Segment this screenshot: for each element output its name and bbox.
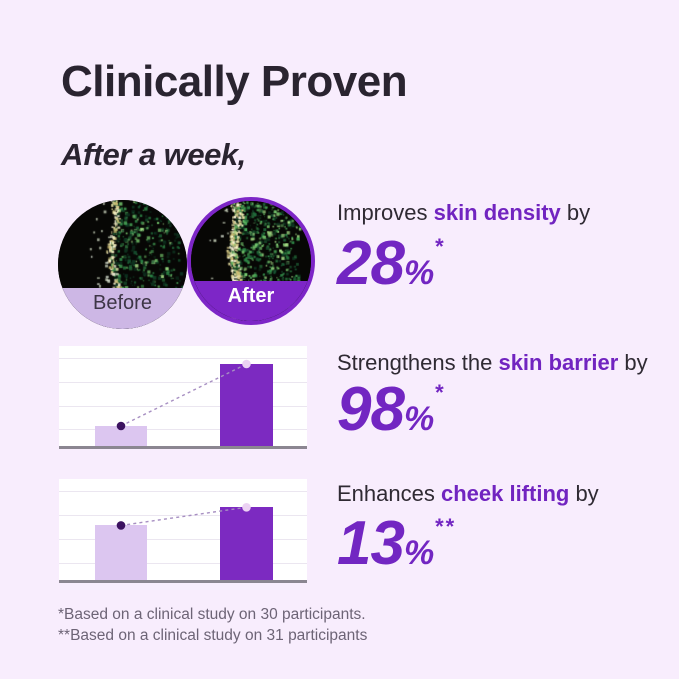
footnote-marker: ** (434, 514, 456, 539)
before-bar (95, 525, 147, 580)
trend-dashed-line (116, 502, 251, 530)
claim-number: 98 (337, 375, 405, 444)
claim-skin-density-value: 28%* (337, 233, 445, 295)
after-dot (242, 502, 251, 512)
chart-plot-area (59, 479, 307, 580)
after-image-circle: After (187, 197, 315, 325)
gridline (59, 358, 307, 360)
gridline (59, 563, 307, 565)
claim-number: 13 (337, 509, 405, 578)
chart-baseline (59, 446, 307, 449)
percent-sign: % (403, 254, 435, 292)
claim-cheek-lifting-value: 13%** (337, 513, 455, 575)
claim-suffix: by (618, 350, 648, 375)
before-image-circle: Before (58, 200, 187, 329)
skin-barrier-bar-chart (59, 346, 307, 449)
trend-dashed-line (116, 359, 251, 431)
claim-prefix: Improves (337, 200, 434, 225)
claim-cheek-lifting-text: Enhances cheek lifting by (337, 481, 599, 507)
footnote-marker: * (434, 234, 445, 259)
after-bar (220, 507, 273, 580)
percent-sign: % (403, 400, 435, 438)
claim-skin-density-text: Improves skin density by (337, 200, 590, 226)
chart-plot-area (59, 346, 307, 446)
claim-skin-barrier-text: Strengthens the skin barrier by (337, 350, 648, 376)
gridline (59, 539, 307, 541)
percent-sign: % (403, 534, 435, 572)
gridline (59, 491, 307, 493)
claim-skin-barrier-value: 98%* (337, 379, 445, 441)
claim-prefix: Strengthens the (337, 350, 499, 375)
claim-suffix: by (560, 200, 591, 225)
before-bar (95, 426, 147, 446)
claim-prefix: Enhances (337, 481, 441, 506)
gridline (59, 429, 307, 431)
claim-highlight: skin density (433, 200, 561, 225)
before-label: Before (93, 292, 152, 314)
before-label-band: Before (58, 288, 187, 329)
claim-suffix: by (569, 481, 599, 506)
after-bar (220, 364, 273, 446)
chart-baseline (59, 580, 307, 583)
footnote-1: *Based on a clinical study on 30 partici… (58, 606, 366, 623)
page-subtitle: After a week, (61, 137, 246, 172)
claim-highlight: skin barrier (498, 350, 619, 375)
after-label: After (227, 285, 275, 307)
claim-highlight: cheek lifting (440, 481, 570, 506)
footnotes: *Based on a clinical study on 30 partici… (58, 605, 367, 646)
after-dot (242, 359, 251, 369)
gridline (59, 405, 307, 407)
gridline (59, 382, 307, 384)
before-dot (116, 521, 126, 530)
cheek-lifting-bar-chart (59, 479, 307, 583)
footnote-2: **Based on a clinical study on 31 partic… (58, 626, 368, 644)
after-label-band: After (191, 281, 311, 321)
footnote-marker: * (434, 380, 445, 405)
claim-number: 28 (337, 229, 405, 298)
page-title: Clinically Proven (61, 57, 408, 106)
before-dot (116, 421, 126, 431)
